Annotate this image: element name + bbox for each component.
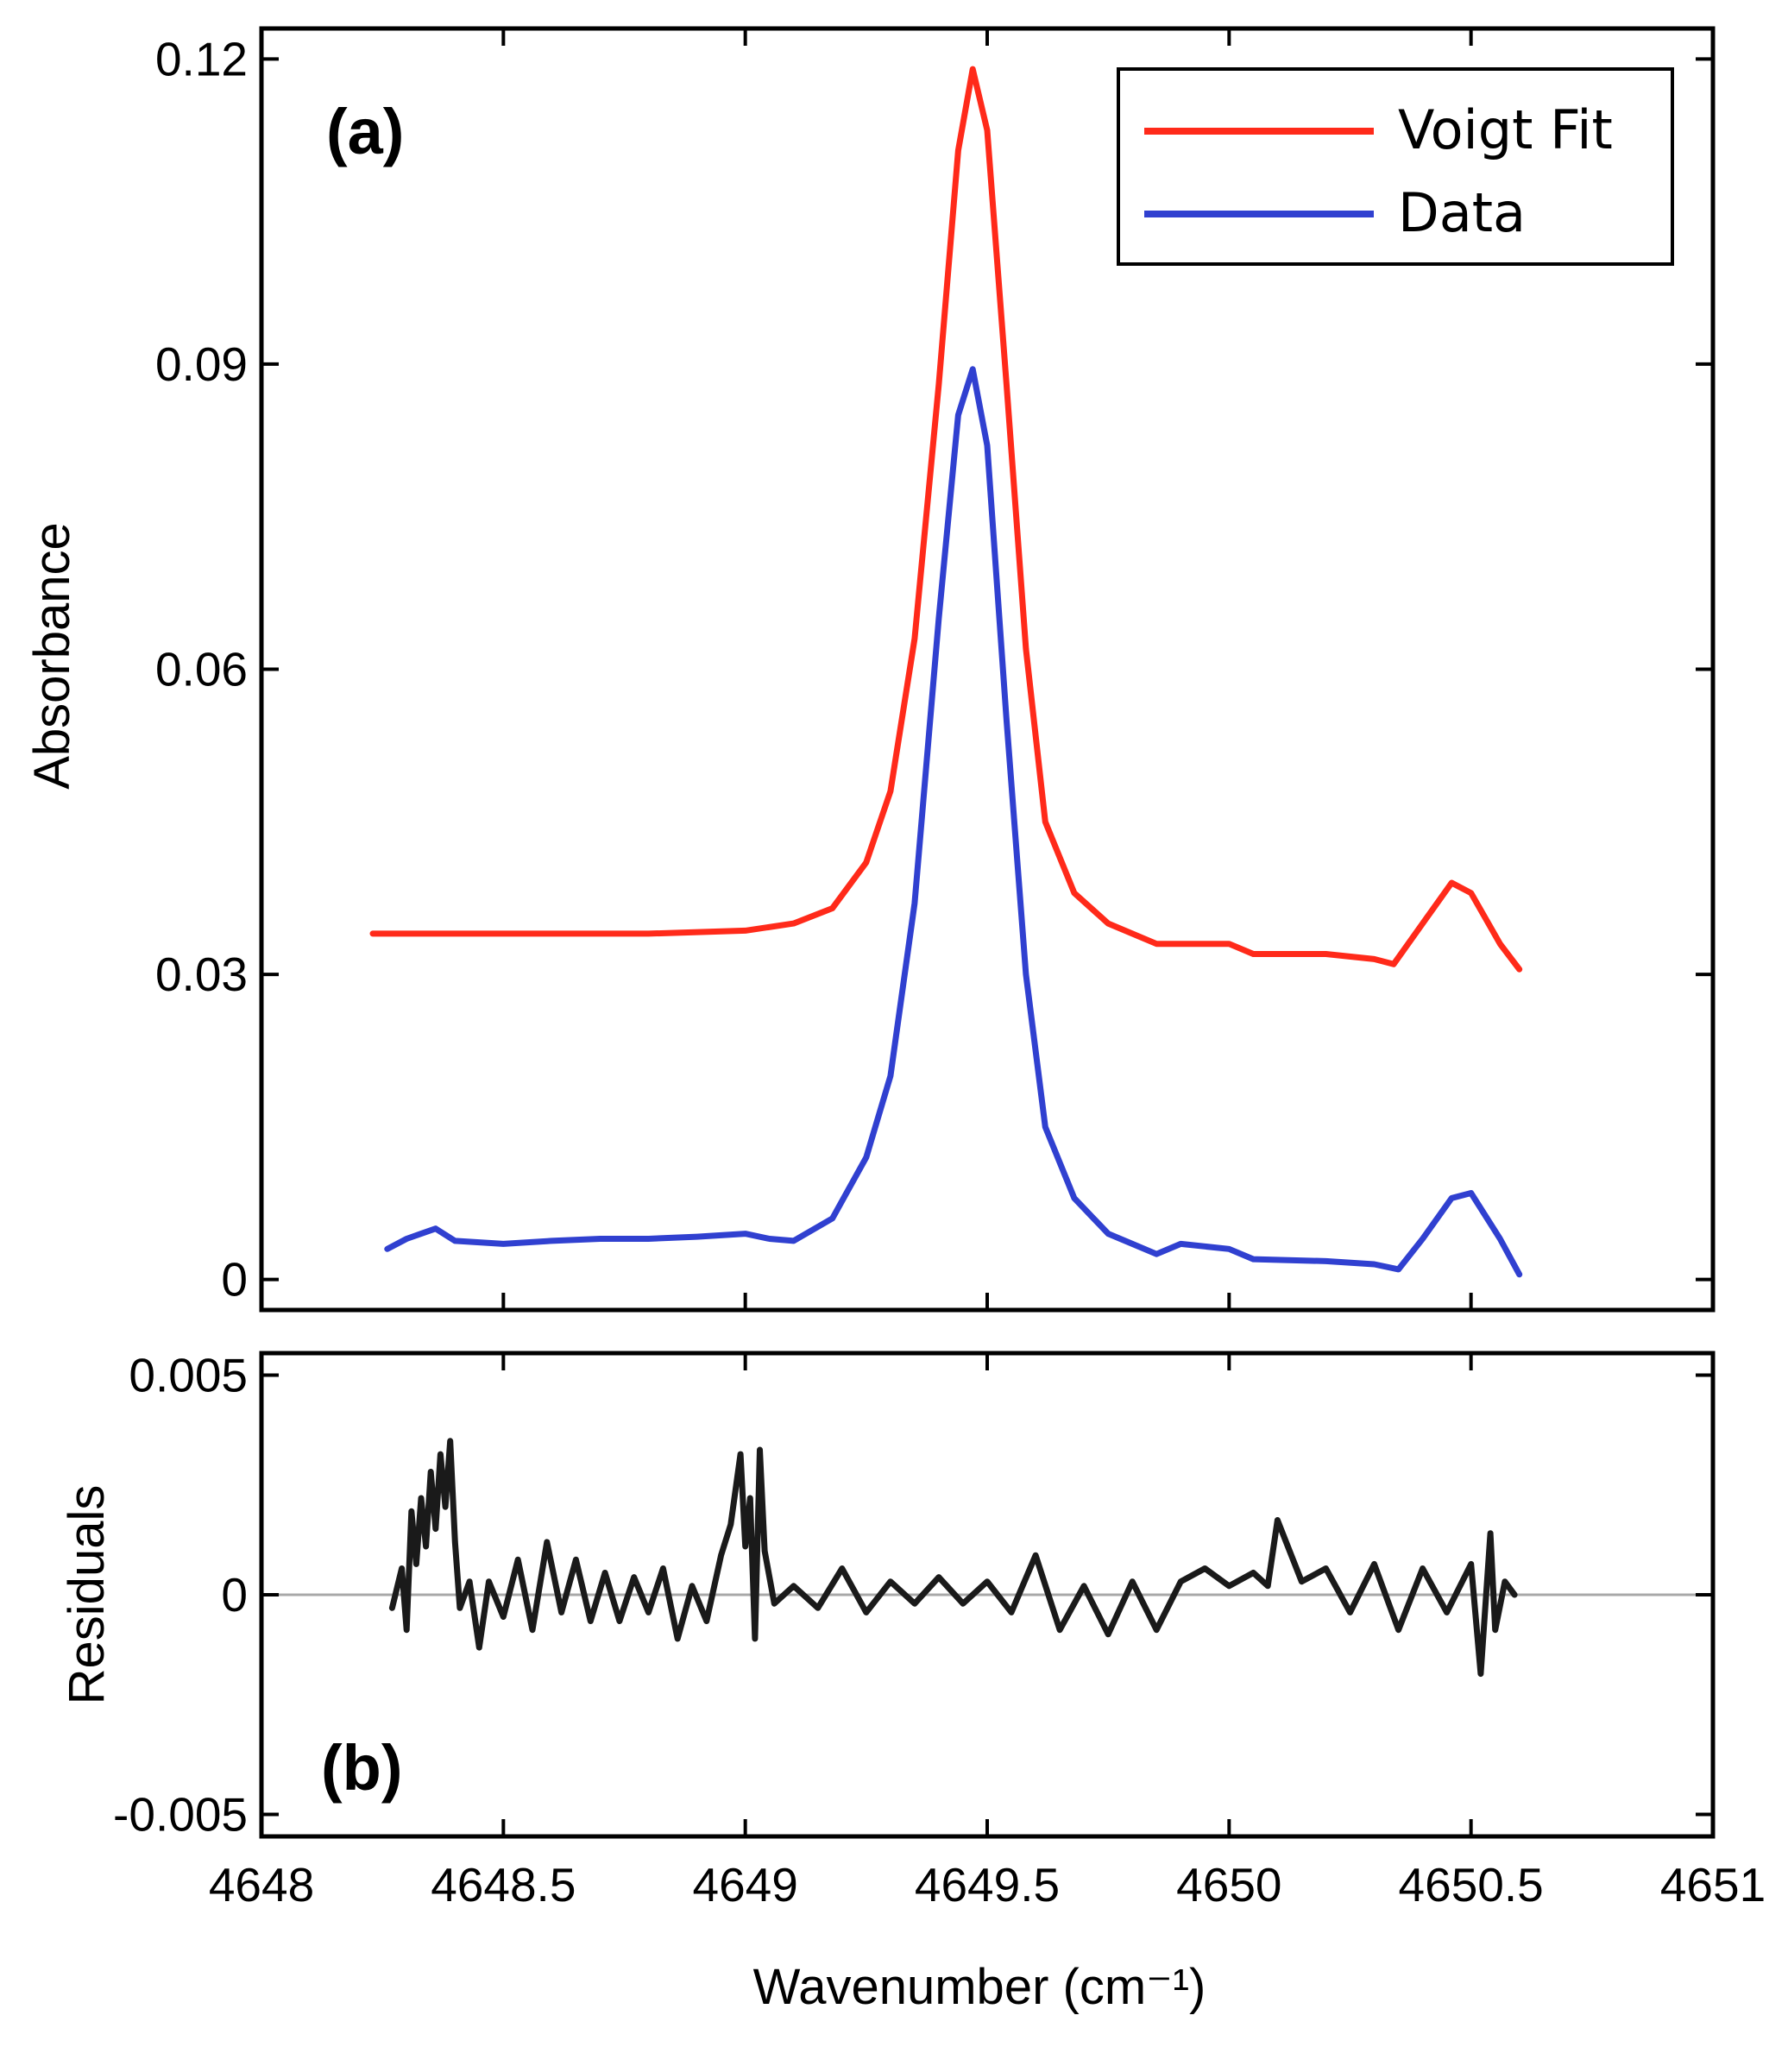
y-tick-label: 0 (221, 1568, 248, 1622)
x-tick-label: 4649 (692, 1858, 797, 1911)
panel-b: -0.005 0 0.005 4648 4648.5 4649 4649.5 4650 4650… (113, 1348, 1766, 1911)
legend-box (1117, 67, 1674, 266)
x-axis-title: Wavenumber (cm⁻¹) (753, 1959, 1206, 2015)
x-tick-label: 4648 (209, 1858, 314, 1911)
y-tick-label: 0.12 (155, 32, 248, 85)
legend-label-data: Data (1398, 181, 1526, 244)
x-tick-label: 4651 (1660, 1858, 1766, 1911)
y-tick-label: 0.005 (129, 1348, 248, 1401)
series-line-residuals (388, 1438, 1518, 1678)
series-line-data (384, 366, 1523, 1278)
x-tick-label: 4648.5 (431, 1858, 576, 1911)
y-tick-label: 0.03 (155, 948, 248, 1001)
panel-label-b: (b) (321, 1732, 403, 1804)
y-tick-label: 0.09 (155, 337, 248, 391)
y-tick-label: -0.005 (113, 1788, 248, 1842)
x-tick-label: 4650.5 (1399, 1858, 1544, 1911)
x-tick-label: 4650 (1176, 1858, 1281, 1911)
x-tick-label: 4649.5 (915, 1858, 1060, 1911)
legend: Voigt Fit Data (1117, 67, 1674, 266)
legend-label-voigt-fit: Voigt Fit (1398, 98, 1613, 161)
y-tick-label: 0 (221, 1253, 248, 1307)
y-axis-title-residuals: Residuals (59, 1485, 115, 1705)
y-tick-label: 0.06 (155, 643, 248, 696)
y-axis-title-absorbance: Absorbance (24, 522, 80, 790)
panel-label-a: (a) (326, 96, 404, 167)
series-line-voigt-fit (369, 66, 1523, 973)
panel-a: 0 0.03 0.06 0.09 0.12 (155, 26, 1716, 1313)
